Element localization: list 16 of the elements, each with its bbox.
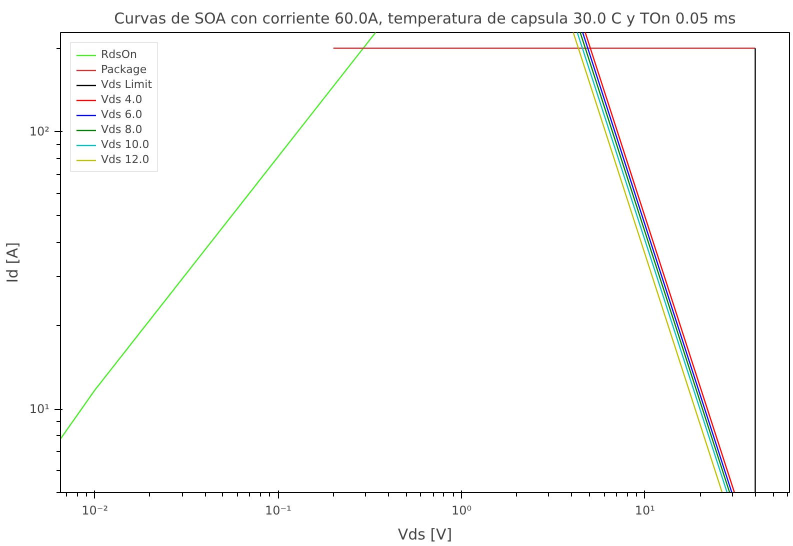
y-axis-title: Id [A] bbox=[3, 242, 22, 283]
x-tick-label: 10⁻² bbox=[82, 504, 108, 518]
x-tick-label: 10¹ bbox=[634, 504, 656, 518]
legend-label: Vds 4.0 bbox=[101, 93, 142, 106]
y-tick-label: 10² bbox=[29, 124, 50, 139]
legend-label: Vds 6.0 bbox=[101, 108, 142, 121]
legend-label: Vds 8.0 bbox=[101, 123, 142, 136]
legend-label: Vds 10.0 bbox=[101, 138, 150, 151]
chart-title: Curvas de SOA con corriente 60.0A, temperatura de capsula 30.0 C y TOn 0.05 ms bbox=[114, 10, 736, 28]
legend-label: Package bbox=[101, 63, 147, 76]
legend-label: Vds Limit bbox=[101, 78, 152, 91]
x-tick-label: 10⁻¹ bbox=[264, 504, 292, 518]
x-axis-title: Vds [V] bbox=[398, 526, 452, 544]
x-tick-label: 10⁰ bbox=[451, 504, 472, 518]
legend-label: Vds 12.0 bbox=[101, 153, 150, 166]
legend-label: RdsOn bbox=[101, 48, 137, 61]
